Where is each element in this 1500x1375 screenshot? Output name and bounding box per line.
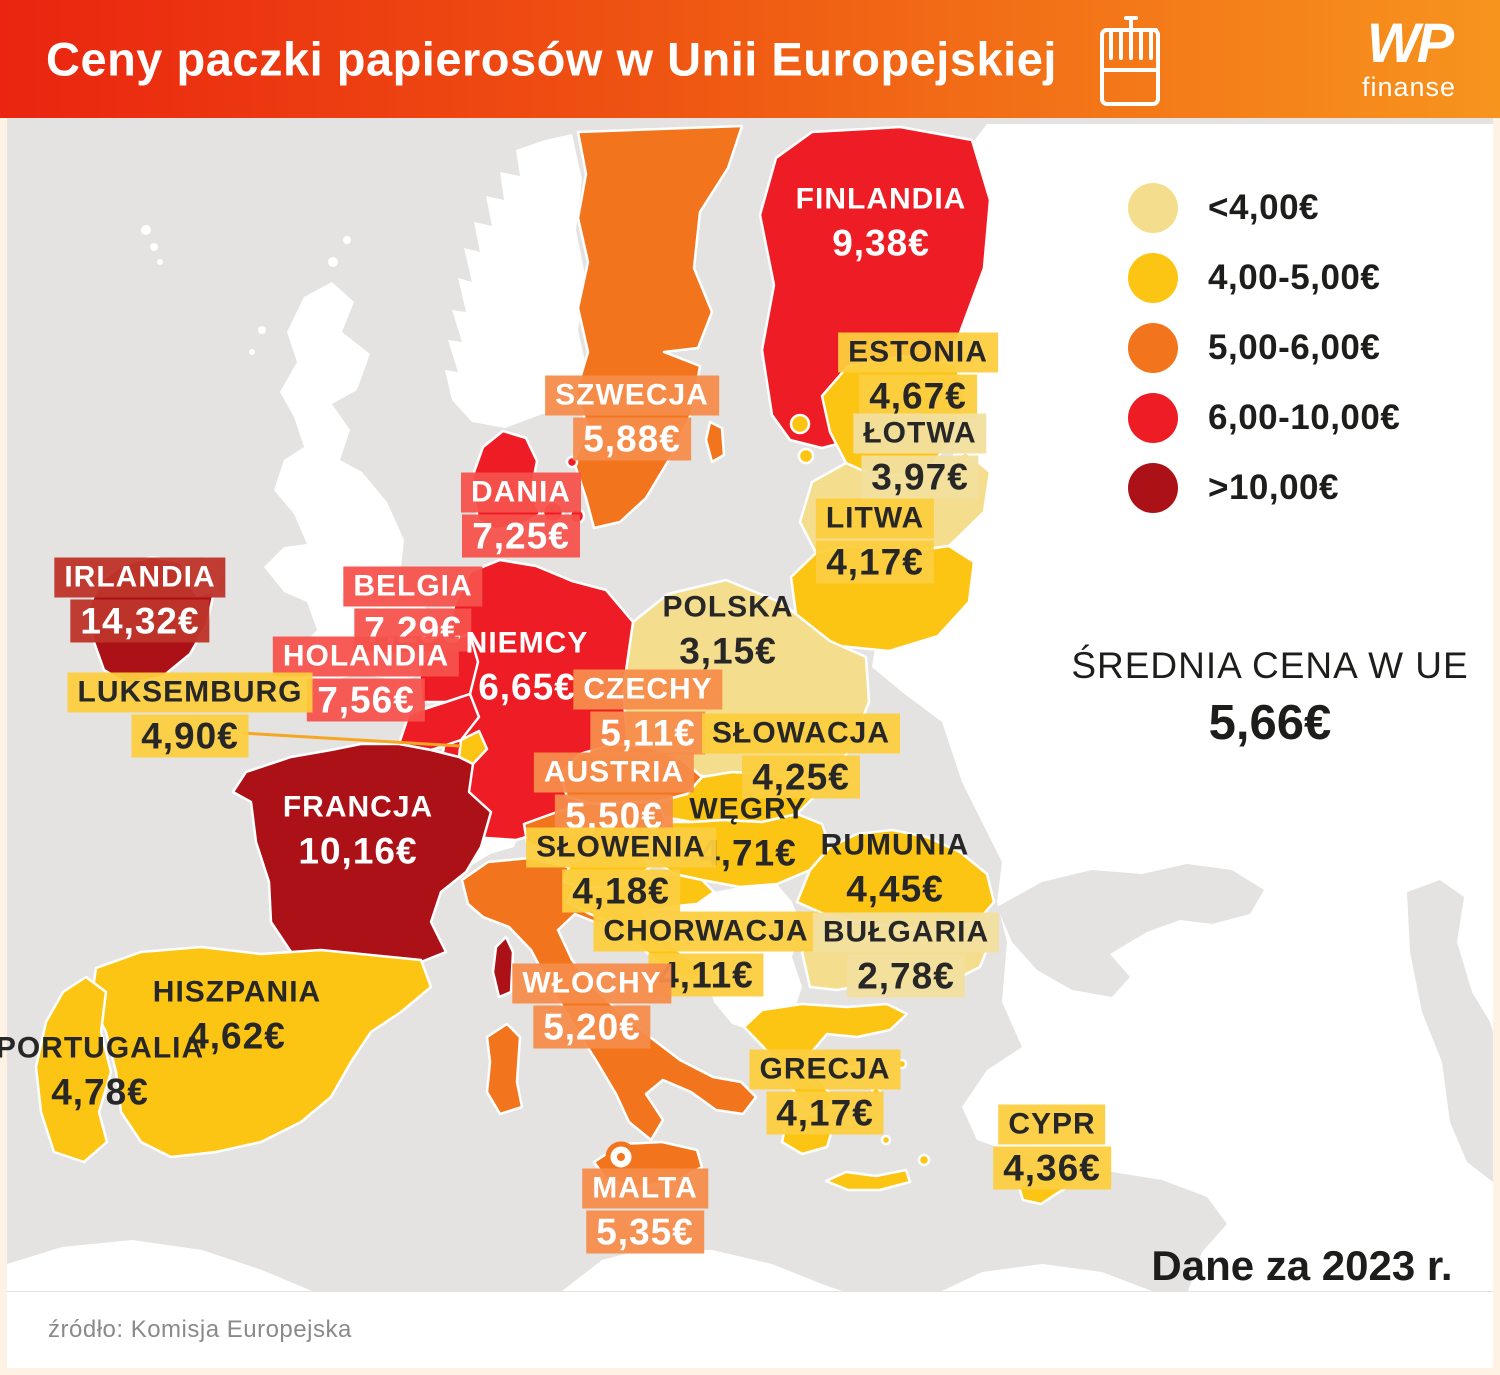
- country-shape-hiszpania: [89, 945, 433, 1159]
- country-shape-portugalia: [34, 975, 113, 1164]
- landmass-africa-east: [942, 1264, 1152, 1291]
- legend-item-0: <4,00€: [1128, 180, 1400, 235]
- eu-average-label: ŚREDNIA CENA W UE: [1071, 645, 1469, 686]
- legend-item-1: 4,00-5,00€: [1128, 250, 1400, 305]
- legend-color-dot: [1128, 252, 1178, 303]
- legend-color-dot: [1128, 322, 1178, 373]
- footer-bar: źródło: Komisja Europejska: [7, 1292, 1493, 1368]
- country-shape-peloponez: [780, 1112, 836, 1156]
- country-shape-gotland: [704, 420, 726, 464]
- legend-label: 6,00-10,00€: [1208, 397, 1401, 437]
- cigarette-pack-icon: [1098, 14, 1162, 113]
- caspian-sea: [1407, 880, 1493, 1182]
- eu-average-block: ŚREDNIA CENA W UE 5,66€: [1071, 645, 1468, 751]
- legend-item-3: 6,00-10,00€: [1128, 390, 1400, 445]
- legend-item-2: 5,00-6,00€: [1128, 320, 1400, 375]
- legend-label: 4,00-5,00€: [1208, 257, 1381, 297]
- legend-color-dot: [1128, 182, 1178, 233]
- luxembourg-connector-line: [241, 731, 461, 748]
- legend-item-4: >10,00€: [1128, 460, 1400, 515]
- country-shape-korsyka: [491, 935, 515, 999]
- country-shape-luksemburg: [457, 729, 489, 766]
- country-shape-kreta: [824, 1168, 912, 1192]
- black-sea: [997, 864, 1264, 997]
- legend-label: 5,00-6,00€: [1208, 327, 1381, 367]
- page-title: Ceny paczki papierosów w Unii Europejski…: [46, 32, 1057, 86]
- landmass-africa-mid: [562, 1247, 842, 1291]
- legend-color-dot: [1128, 392, 1178, 443]
- legend-label: >10,00€: [1208, 467, 1339, 507]
- data-year-note: Dane za 2023 r.: [1151, 1242, 1453, 1289]
- legend-color-dot: [1128, 462, 1178, 513]
- malta-marker-dot: [617, 1153, 625, 1161]
- landmass-east: [872, 124, 1493, 1291]
- inland-seas: [997, 864, 1493, 1182]
- landmass-norway: [445, 134, 588, 428]
- wp-finanse-logo: WP finanse: [1344, 12, 1474, 101]
- header-bar: Ceny paczki papierosów w Unii Europejski…: [0, 0, 1500, 118]
- legend-label: <4,00€: [1208, 187, 1320, 227]
- source-note: źródło: Komisja Europejska: [48, 1316, 352, 1343]
- wp-logo-sub: finanse: [1361, 71, 1457, 102]
- wp-logo-mark: WP: [1366, 11, 1454, 74]
- landmass-africa-west: [7, 1240, 312, 1291]
- price-legend: <4,00€ 4,00-5,00€ 5,00-6,00€ 6,00-10,00€ >10…: [1128, 180, 1400, 530]
- country-shape-sardynia: [485, 1022, 524, 1116]
- eu-average-value: 5,66€: [1208, 696, 1332, 750]
